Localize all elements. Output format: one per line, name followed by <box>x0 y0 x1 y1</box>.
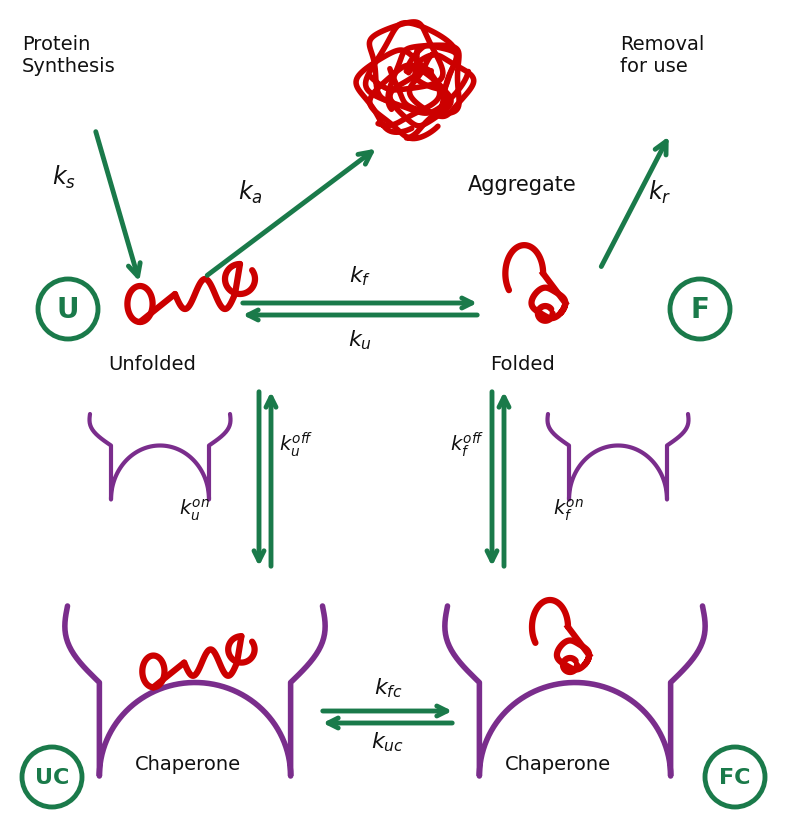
Text: $k_u^{on}$: $k_u^{on}$ <box>179 497 210 522</box>
Text: Removal
for use: Removal for use <box>620 35 704 76</box>
Text: Unfolded: Unfolded <box>108 355 196 374</box>
Text: $k_u^{off}$: $k_u^{off}$ <box>279 430 314 459</box>
Text: FC: FC <box>719 767 751 787</box>
Text: $k_{uc}$: $k_{uc}$ <box>372 729 405 753</box>
Text: Aggregate: Aggregate <box>468 174 577 195</box>
Text: F: F <box>691 295 710 323</box>
Text: U: U <box>57 295 79 323</box>
Text: $k_s$: $k_s$ <box>52 164 76 191</box>
Text: $k_f^{off}$: $k_f^{off}$ <box>450 430 484 459</box>
Text: $k_a$: $k_a$ <box>238 179 263 206</box>
Text: $k_f$: $k_f$ <box>349 264 371 288</box>
Text: Chaperone: Chaperone <box>505 754 612 773</box>
Text: $k_r$: $k_r$ <box>648 179 671 206</box>
Text: Chaperone: Chaperone <box>135 754 241 773</box>
Text: $k_{fc}$: $k_{fc}$ <box>373 676 402 699</box>
Text: Protein
Synthesis: Protein Synthesis <box>22 35 116 76</box>
Text: Folded: Folded <box>490 355 555 374</box>
Text: $k_f^{on}$: $k_f^{on}$ <box>553 497 584 522</box>
Text: $k_u$: $k_u$ <box>348 327 372 351</box>
Text: UC: UC <box>35 767 69 787</box>
